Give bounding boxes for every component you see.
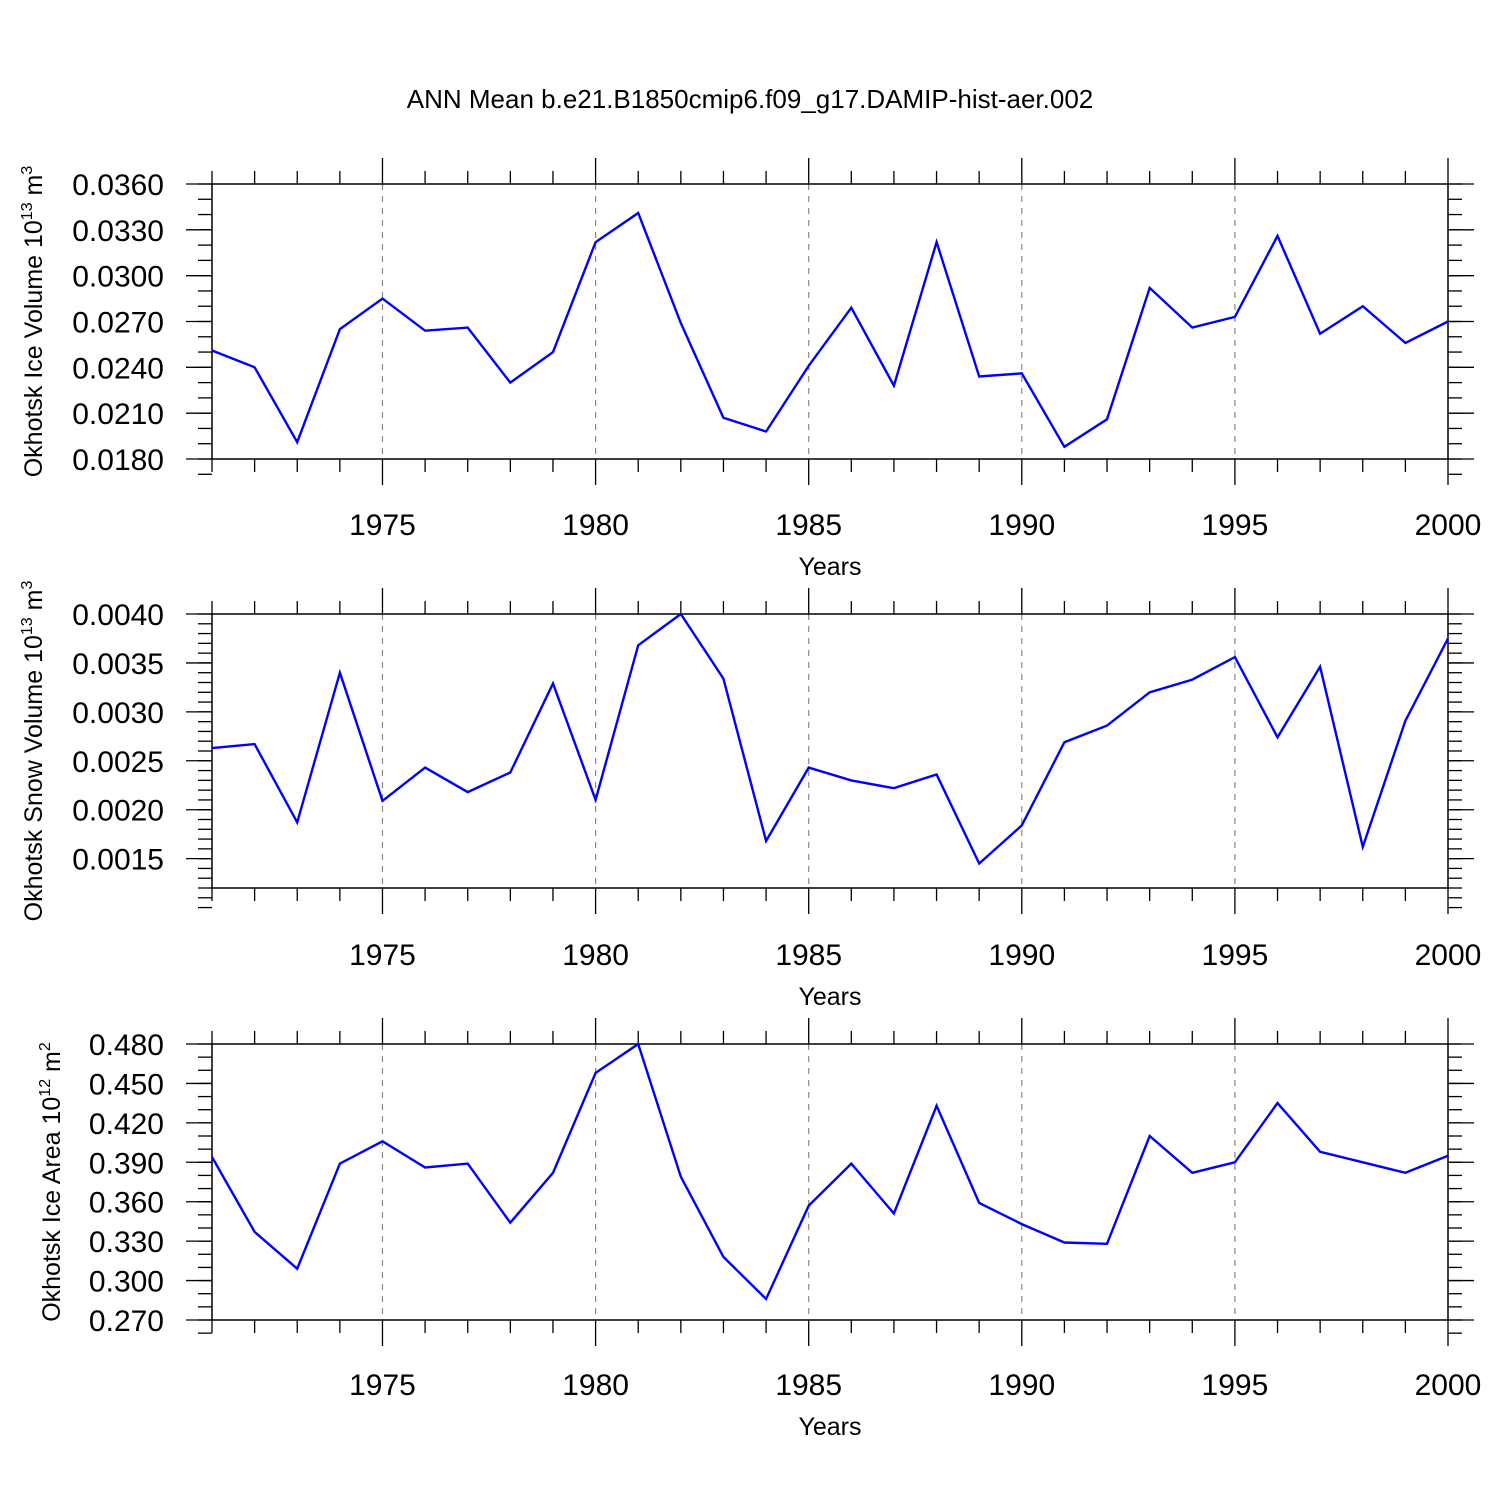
y-tick-label: 0.270 xyxy=(89,1305,164,1338)
panel-1: 0.0180 0.0210 0.0240 0.0270 0.0300 0.0330 0.03… xyxy=(19,158,1481,581)
figure-title: ANN Mean b.e21.B1850cmip6.f09_g17.DAMIP-… xyxy=(407,84,1094,114)
y-tick-label: 0.0040 xyxy=(72,599,164,632)
panel-3: 0.270 0.300 0.330 0.360 0.390 0.420 0.450 0.480… xyxy=(37,1018,1481,1441)
x-tick-label: 1980 xyxy=(562,1369,629,1402)
x-tick-label: 1990 xyxy=(988,509,1055,542)
y-tick-label: 0.0015 xyxy=(72,844,164,877)
x-tick-label: 1975 xyxy=(349,509,416,542)
y-tick-label: 0.450 xyxy=(89,1068,164,1101)
y-axis-title-exponent: 12 xyxy=(37,1079,54,1097)
x-axis-title: Years xyxy=(798,1413,861,1441)
y-axis-title-exponent: 13 xyxy=(19,617,36,635)
y-axis-title-unit: m xyxy=(38,1051,66,1079)
y-tick-label: 0.0025 xyxy=(72,746,164,779)
x-tick-label: 2000 xyxy=(1415,1369,1482,1402)
panel-2: 0.0015 0.0020 0.0025 0.0030 0.0035 0.0040 1975… xyxy=(19,581,1481,1011)
x-tick-label: 1985 xyxy=(775,509,842,542)
y-axis-title: Okhotsk Ice Area 1012 m2 xyxy=(37,1042,66,1322)
x-tick-label: 1980 xyxy=(562,939,629,972)
y-tick-label: 0.0020 xyxy=(72,795,164,828)
y-tick-label: 0.330 xyxy=(89,1226,164,1259)
series-line xyxy=(210,1042,1449,1302)
x-tick-label: 1985 xyxy=(775,1369,842,1402)
plot-frame xyxy=(211,613,1449,889)
y-tick-label: 0.390 xyxy=(89,1147,164,1180)
series-line xyxy=(211,211,1449,449)
x-tick-label: 1990 xyxy=(988,1369,1055,1402)
x-axis-title: Years xyxy=(798,983,861,1011)
y-tick-label: 0.0210 xyxy=(72,398,164,431)
x-tick-label: 1975 xyxy=(349,939,416,972)
x-tick-label: 1975 xyxy=(349,1369,416,1402)
y-tick-label: 0.0035 xyxy=(72,648,164,681)
plot-frame xyxy=(211,1043,1449,1321)
y-axis-title: Okhotsk Ice Volume 1013 m3 xyxy=(19,166,48,478)
x-tick-label: 1980 xyxy=(562,509,629,542)
y-tick-label: 0.480 xyxy=(89,1029,164,1062)
x-tick-label: 1995 xyxy=(1202,509,1269,542)
y-axis-title-unit-exponent: 3 xyxy=(19,166,36,175)
y-axis-title-unit: m xyxy=(20,590,48,618)
y-tick-label: 0.0330 xyxy=(72,215,164,248)
plot-frame xyxy=(211,183,1449,460)
y-tick-label: 0.360 xyxy=(89,1187,164,1220)
x-tick-label: 1990 xyxy=(988,939,1055,972)
y-tick-label: 0.0030 xyxy=(72,697,164,730)
x-tick-label: 1985 xyxy=(775,939,842,972)
y-tick-label: 0.0360 xyxy=(72,169,164,202)
x-tick-label: 2000 xyxy=(1415,509,1482,542)
x-tick-label: 1995 xyxy=(1202,1369,1269,1402)
y-tick-label: 0.300 xyxy=(89,1266,164,1299)
y-tick-label: 0.0270 xyxy=(72,307,164,340)
y-tick-label: 0.420 xyxy=(89,1108,164,1141)
y-axis-title-text: Okhotsk Ice Volume 10 xyxy=(20,220,48,477)
x-axis-title: Years xyxy=(798,553,861,581)
y-tick-label: 0.0300 xyxy=(72,261,164,294)
x-tick-label: 1995 xyxy=(1202,939,1269,972)
y-axis-title-exponent: 13 xyxy=(19,202,36,220)
series-line xyxy=(211,612,1450,866)
y-tick-label: 0.0180 xyxy=(72,444,164,477)
x-tick-label: 2000 xyxy=(1415,939,1482,972)
y-axis-title-text: Okhotsk Ice Area 10 xyxy=(38,1097,66,1322)
y-axis-title-unit: m xyxy=(20,175,48,203)
y-axis-title-text: Okhotsk Snow Volume 10 xyxy=(20,635,48,921)
y-tick-label: 0.0240 xyxy=(72,352,164,385)
y-axis-title-unit-exponent: 3 xyxy=(19,581,36,590)
y-axis-title-unit-exponent: 2 xyxy=(37,1042,54,1051)
y-axis-title: Okhotsk Snow Volume 1013 m3 xyxy=(19,581,48,922)
